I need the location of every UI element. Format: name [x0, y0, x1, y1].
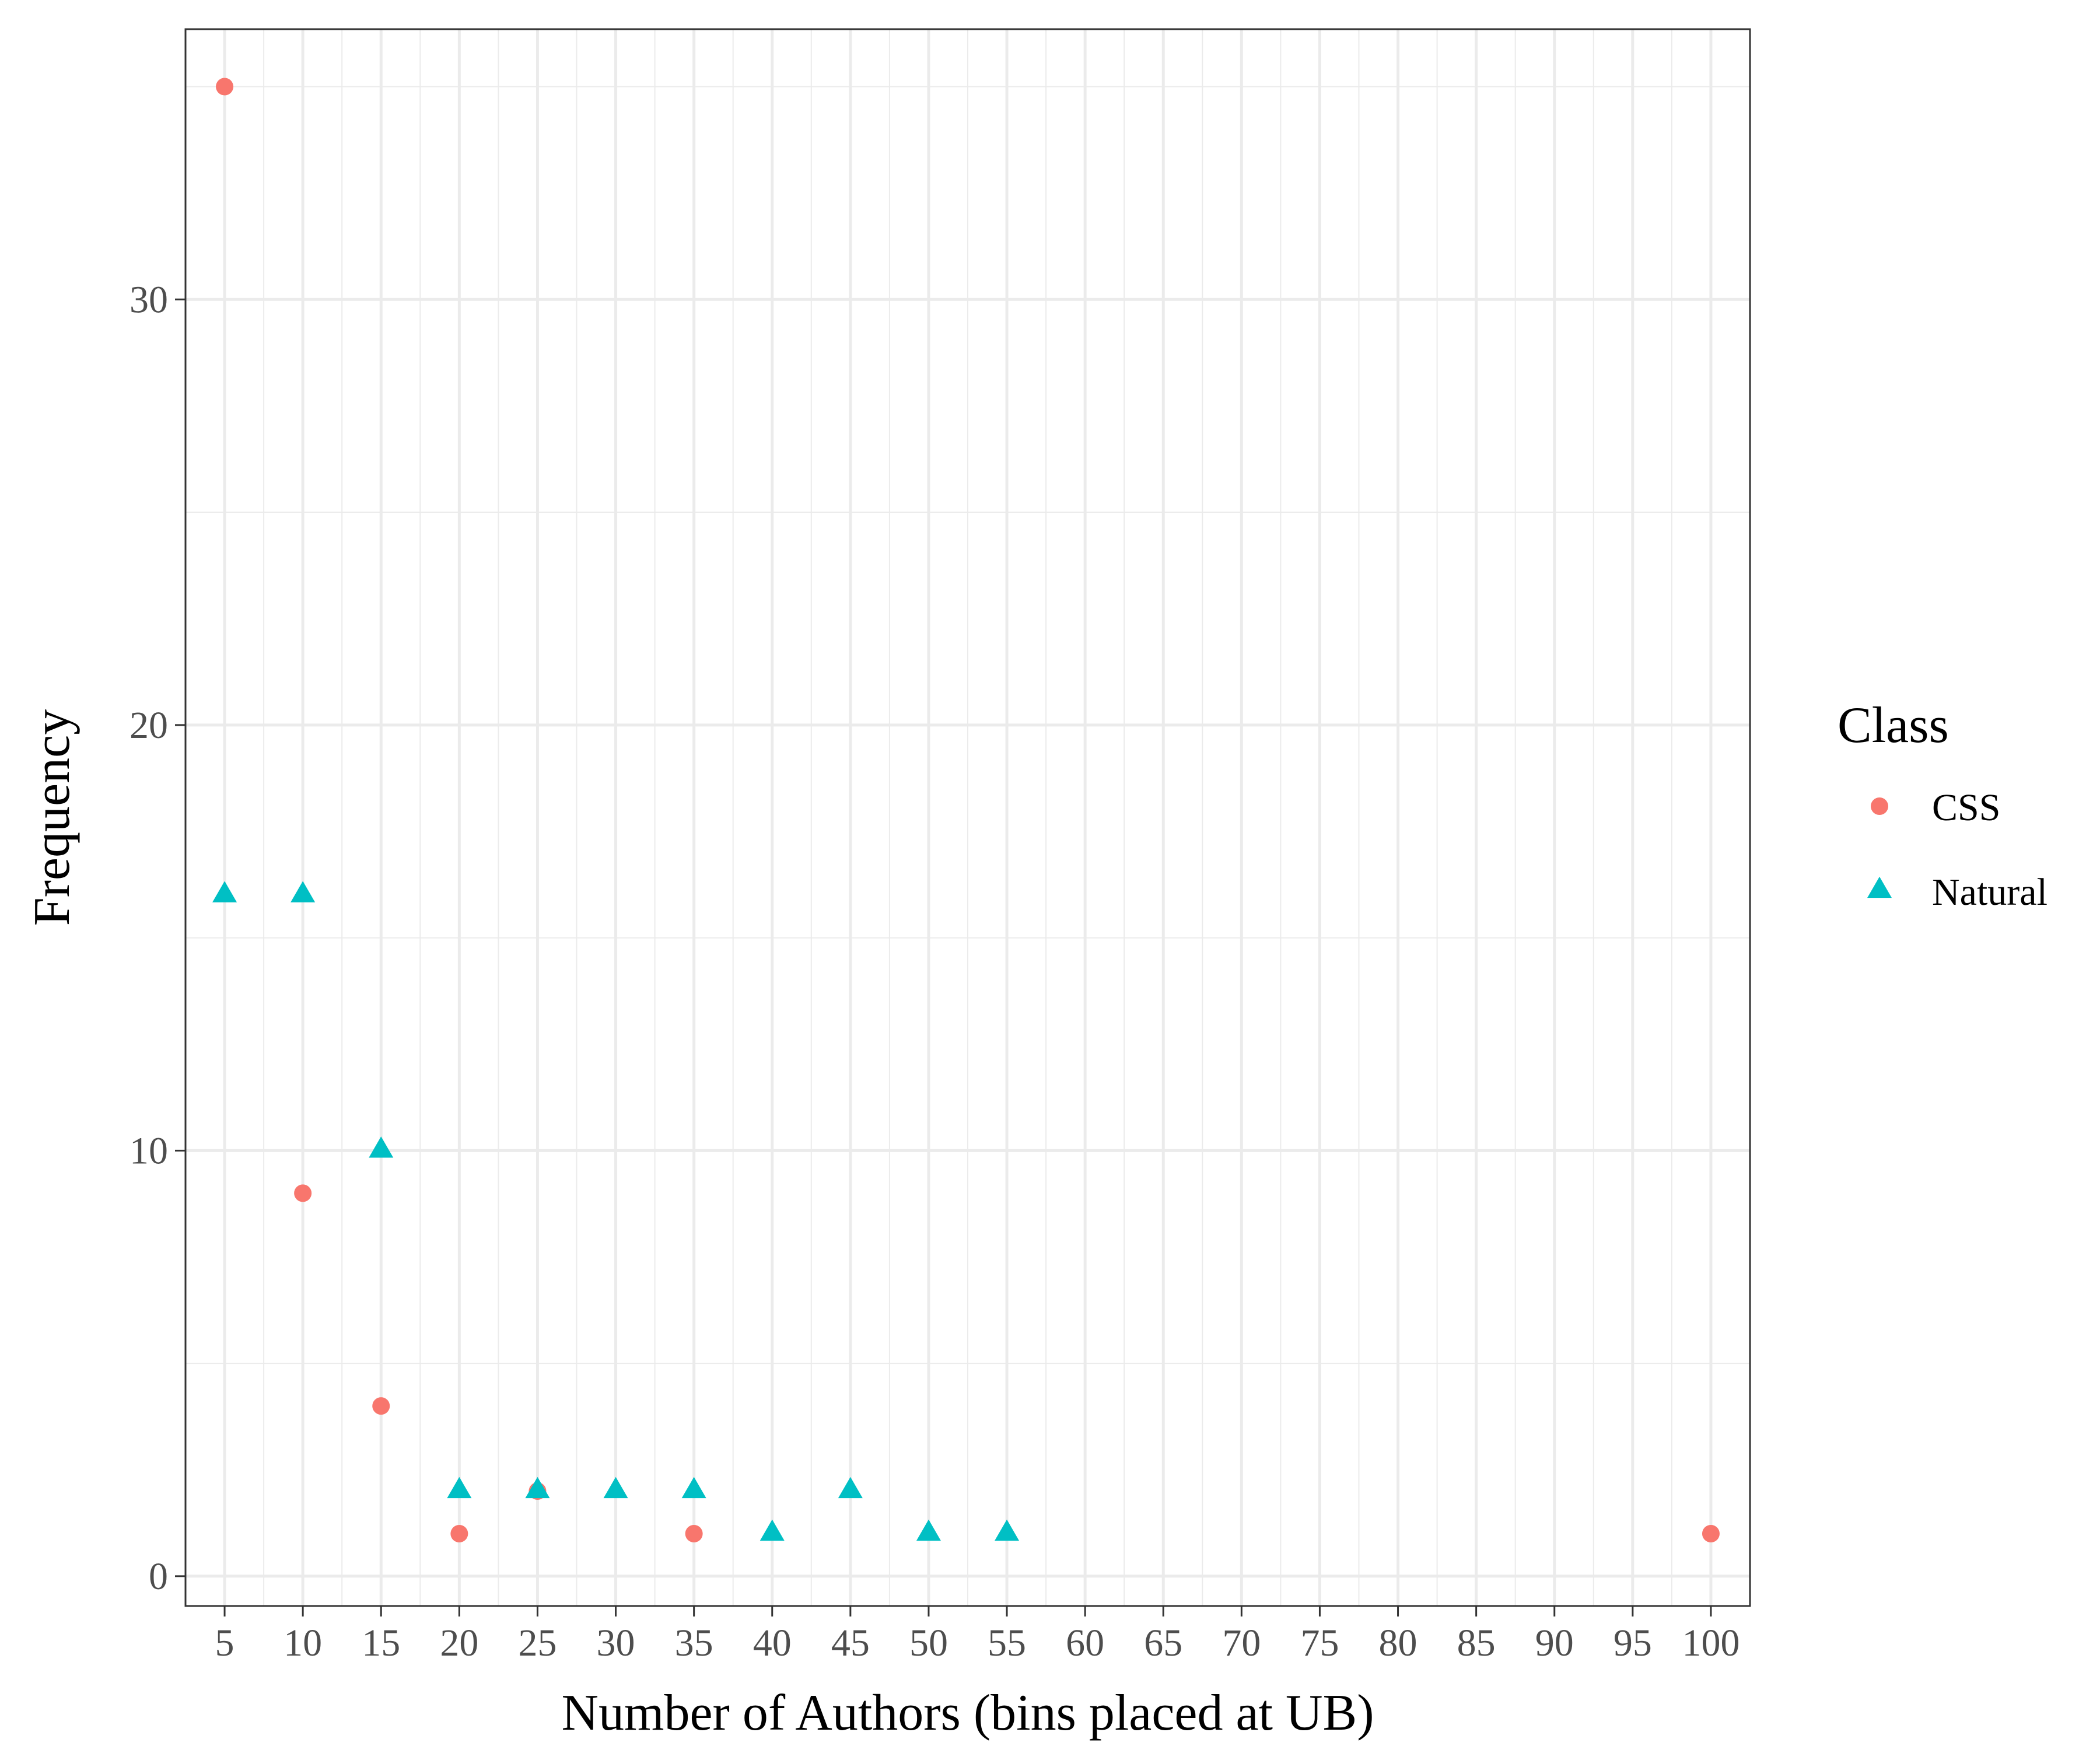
legend-items: CSS Natural	[1867, 786, 2048, 914]
point-natural	[369, 1136, 394, 1158]
point-natural	[681, 1476, 706, 1499]
point-css	[685, 1524, 703, 1542]
series-css	[216, 78, 1720, 1542]
y-tick-label: 0	[149, 1555, 168, 1598]
point-natural	[447, 1476, 472, 1499]
x-tick-label: 45	[831, 1622, 870, 1664]
x-tick-label: 55	[988, 1622, 1026, 1664]
x-tick-label: 40	[753, 1622, 792, 1664]
point-css	[216, 78, 234, 96]
point-natural	[212, 881, 237, 902]
x-tick-label: 60	[1066, 1622, 1104, 1664]
point-natural	[760, 1519, 785, 1541]
x-tick-label: 80	[1379, 1622, 1418, 1664]
data-points	[212, 78, 1720, 1542]
legend-label-css: CSS	[1932, 786, 2000, 829]
point-css	[1702, 1524, 1720, 1542]
point-natural	[603, 1476, 628, 1499]
x-tick-label: 5	[215, 1622, 235, 1664]
x-tick-label: 95	[1614, 1622, 1652, 1664]
x-tick-label: 50	[909, 1622, 948, 1664]
tick-labels: 5 10 15 20 25 30 35 40 45 50 55 60 65 70 75 80 85 90 95 100…	[130, 278, 1740, 1664]
point-natural	[838, 1476, 863, 1499]
legend-item-natural: Natural	[1867, 871, 2048, 914]
series-natural	[212, 881, 1020, 1541]
point-css	[294, 1184, 312, 1202]
x-tick-label: 10	[284, 1622, 322, 1664]
x-tick-label: 35	[675, 1622, 713, 1664]
x-tick-label: 15	[362, 1622, 400, 1664]
x-tick-label: 100	[1682, 1622, 1740, 1664]
legend-title: Class	[1838, 697, 1949, 754]
x-tick-label: 25	[518, 1622, 556, 1664]
panel-border	[184, 28, 1751, 1607]
legend-key-natural	[1867, 876, 1892, 898]
legend-key-css	[1871, 797, 1888, 815]
legend-label-natural: Natural	[1932, 871, 2048, 914]
x-axis-title: Number of Authors (bins placed at UB)	[561, 1685, 1374, 1741]
legend: Class CSS Natural	[1838, 697, 2048, 914]
point-natural	[290, 881, 316, 902]
x-tick-label: 20	[440, 1622, 478, 1664]
point-natural	[916, 1519, 941, 1541]
point-natural	[525, 1476, 550, 1499]
x-tick-label: 65	[1144, 1622, 1182, 1664]
x-tick-label: 85	[1457, 1622, 1496, 1664]
legend-item-css: CSS	[1871, 786, 2000, 829]
axis-ticks	[175, 298, 1712, 1616]
point-css	[450, 1524, 468, 1542]
point-natural	[995, 1519, 1020, 1541]
x-tick-label: 90	[1535, 1622, 1574, 1664]
x-tick-label: 70	[1222, 1622, 1261, 1664]
y-tick-label: 20	[130, 704, 168, 747]
y-tick-label: 10	[130, 1129, 168, 1172]
x-tick-label: 30	[597, 1622, 635, 1664]
x-tick-label: 75	[1300, 1622, 1339, 1664]
point-css	[372, 1397, 390, 1415]
grid-lines	[186, 29, 1750, 1606]
y-axis-title: Frequency	[24, 709, 80, 926]
y-tick-label: 30	[130, 278, 168, 321]
